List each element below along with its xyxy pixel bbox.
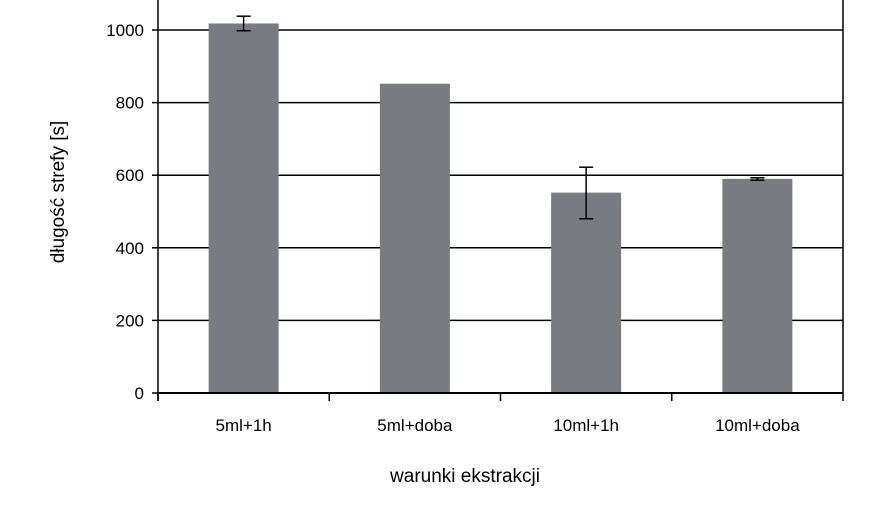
bar [551,192,622,393]
bar [208,23,279,393]
error-bar [579,166,594,220]
x-axis-title: warunki ekstrakcji [389,466,540,487]
error-bar [236,15,251,32]
y-tick-label: 200 [116,311,144,330]
x-tick-label: 5ml+doba [377,416,453,435]
error-bar [750,176,765,182]
x-tick-label: 10ml+doba [715,416,800,435]
bar [379,83,450,393]
y-tick-label: 800 [116,94,144,113]
error-bars [236,15,765,220]
y-tick-label: 1000 [106,21,144,40]
y-axis-title: długość strefy [s] [48,121,69,264]
x-tick-label: 10ml+1h [553,416,619,435]
y-tick-label: 600 [116,166,144,185]
y-tick-label: 400 [116,239,144,258]
y-tick-labels: 0 200 400 600 800 1000 [106,21,144,403]
y-tick-label: 0 [135,384,144,403]
bars [208,23,793,393]
axes [152,0,844,401]
x-tick-label: 5ml+1h [216,416,272,435]
bar [722,178,793,393]
x-tick-labels: 5ml+1h 5ml+doba 10ml+1h 10ml+doba [216,416,801,435]
